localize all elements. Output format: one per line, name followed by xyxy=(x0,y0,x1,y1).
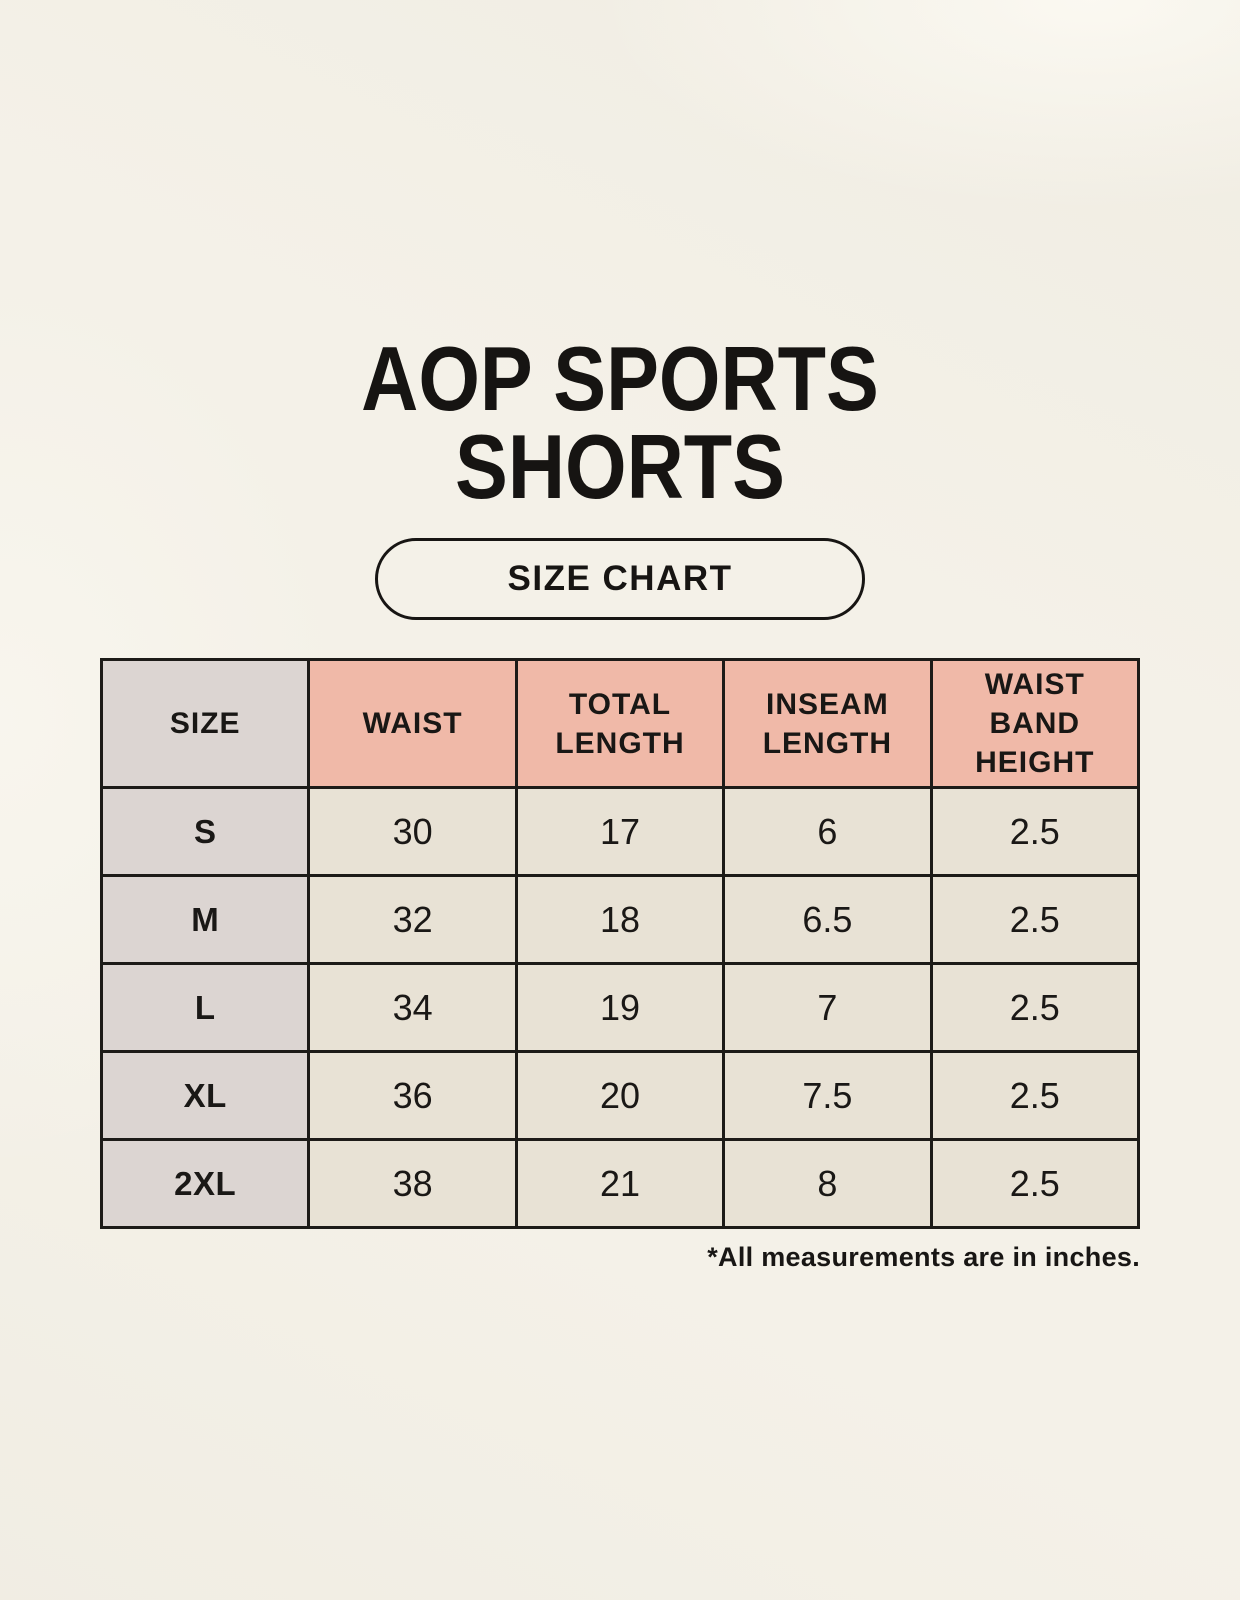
cell-total-length: 20 xyxy=(514,1050,726,1141)
cell-waist-band-height: 2.5 xyxy=(929,1138,1141,1229)
cell-total-length: 19 xyxy=(514,962,726,1053)
cell-size: L xyxy=(99,962,311,1053)
header-size: SIZE xyxy=(99,658,311,789)
header-waist-band-height: WAIST BAND HEIGHT xyxy=(929,658,1141,789)
cell-inseam-length: 7 xyxy=(722,962,933,1053)
cell-size: XL xyxy=(99,1050,311,1141)
header-inseam-length: INSEAM LENGTH xyxy=(722,658,933,789)
cell-inseam-length: 6.5 xyxy=(722,874,933,965)
size-chart-button-label: SIZE CHART xyxy=(507,559,733,598)
table-row-s: S 30 17 6 2.5 xyxy=(99,786,1141,877)
cell-waist-band-height: 2.5 xyxy=(929,786,1141,877)
size-chart-table: SIZE WAIST TOTAL LENGTH INSEAM LENGTH WA… xyxy=(99,658,1141,1229)
cell-waist: 32 xyxy=(307,874,518,965)
cell-total-length: 21 xyxy=(514,1138,726,1229)
table-row-xl: XL 36 20 7.5 2.5 xyxy=(99,1050,1141,1141)
cell-total-length: 18 xyxy=(514,874,726,965)
cell-size: S xyxy=(99,786,311,877)
cell-waist-band-height: 2.5 xyxy=(929,1050,1141,1141)
header-total-length: TOTAL LENGTH xyxy=(514,658,726,789)
cell-size: 2XL xyxy=(99,1138,311,1229)
cell-inseam-length: 6 xyxy=(722,786,933,877)
cell-waist-band-height: 2.5 xyxy=(929,874,1141,965)
cell-waist-band-height: 2.5 xyxy=(929,962,1141,1053)
measurements-note: *All measurements are in inches. xyxy=(707,1242,1140,1272)
product-title-line-1: AOP SPORTS xyxy=(361,329,879,430)
cell-waist: 36 xyxy=(307,1050,518,1141)
table-row-2xl: 2XL 38 21 8 2.5 xyxy=(99,1138,1141,1229)
size-chart-button[interactable]: SIZE CHART xyxy=(375,538,865,620)
cell-total-length: 17 xyxy=(514,786,726,877)
product-title-line-2: SHORTS xyxy=(455,417,785,518)
cell-waist: 30 xyxy=(307,786,518,877)
cell-inseam-length: 7.5 xyxy=(722,1050,933,1141)
table-header-row: SIZE WAIST TOTAL LENGTH INSEAM LENGTH WA… xyxy=(99,658,1141,789)
header-waist: WAIST xyxy=(307,658,518,789)
cell-size: M xyxy=(99,874,311,965)
table-row-l: L 34 19 7 2.5 xyxy=(99,962,1141,1053)
cell-waist: 38 xyxy=(307,1138,518,1229)
product-title: AOP SPORTS SHORTS xyxy=(81,0,1160,518)
cell-inseam-length: 8 xyxy=(722,1138,933,1229)
cell-waist: 34 xyxy=(307,962,518,1053)
table-row-m: M 32 18 6.5 2.5 xyxy=(99,874,1141,965)
